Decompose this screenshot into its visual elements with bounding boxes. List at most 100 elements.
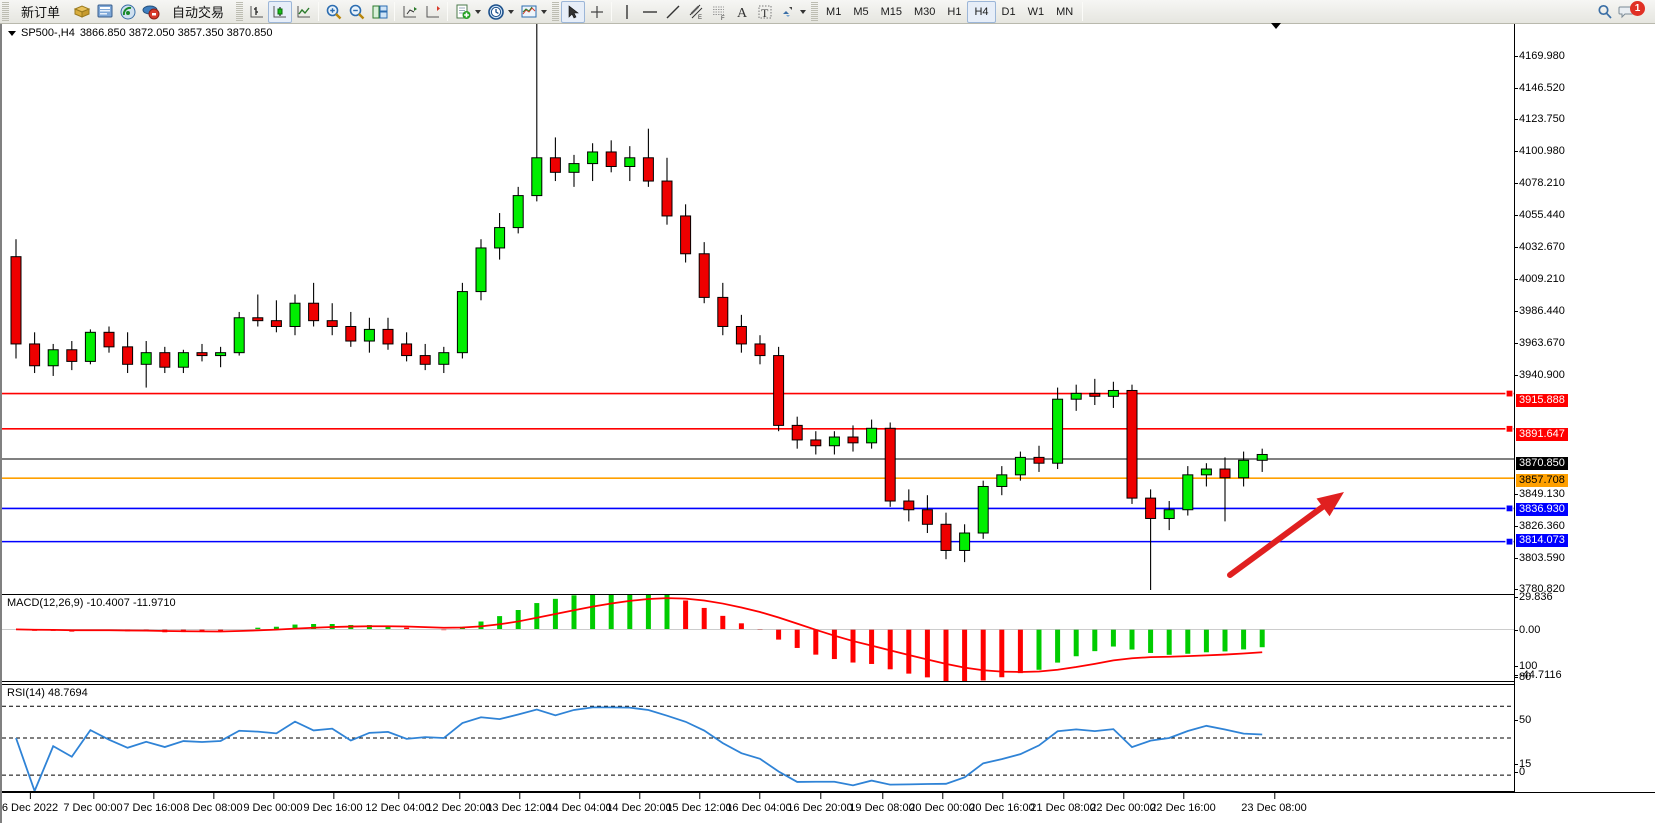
toolbar-grip-3[interactable] [552, 2, 560, 21]
axis-tick-label: 15 [1514, 758, 1532, 770]
svg-text:T: T [761, 6, 769, 20]
toolbar-grip-2[interactable] [236, 2, 244, 21]
price-pane[interactable] [2, 24, 1514, 590]
toolbar-separator-2 [394, 2, 396, 21]
fibonacci-icon[interactable]: F [707, 1, 730, 23]
toolbar-grip-4[interactable] [811, 2, 819, 21]
signal-icon[interactable] [116, 1, 139, 23]
templates-dropdown-caret[interactable] [475, 9, 482, 14]
autotrading-icon[interactable] [139, 1, 162, 23]
axis-tick-label: 3803.590 [1515, 552, 1565, 564]
price-level-badge-blue[interactable]: 3836.930 [1516, 503, 1568, 516]
timeframe-mn[interactable]: MN [1056, 5, 1074, 18]
candlestick-chart-icon[interactable] [268, 0, 293, 23]
chart-window[interactable]: SP500-,H4 3866.850 3872.050 3857.350 387… [0, 23, 1655, 823]
axis-tick-label: 0.00 [1514, 624, 1541, 636]
time-axis[interactable]: 6 Dec 2022 7 Dec 00:00 7 Dec 16:00 8 Dec 08… [2, 792, 1655, 823]
axis-tick-label: -44.7116 [1515, 669, 1562, 681]
time-tick-label: 7 Dec 00:00 [63, 793, 123, 814]
time-tick-label: 16 Dec 04:00 [726, 793, 792, 814]
axis-tick-label: 4146.520 [1515, 82, 1565, 94]
objects-icon[interactable] [517, 1, 540, 23]
axis-tick-label: 4032.670 [1515, 241, 1565, 253]
rsi-label: RSI(14) 48.7694 [7, 687, 88, 699]
timeframe-h1[interactable]: H1 [947, 5, 962, 18]
chart-menu-caret-icon[interactable] [8, 30, 16, 36]
templates-icon[interactable] [451, 1, 474, 23]
time-tick-label: 7 Dec 16:00 [123, 793, 183, 814]
timeframe-m30[interactable]: M30 [914, 5, 936, 18]
shapes-dropdown-caret[interactable] [800, 9, 807, 14]
text-icon[interactable]: A [730, 1, 753, 23]
time-tick-label: 9 Dec 00:00 [243, 793, 303, 814]
data-window-icon[interactable] [398, 1, 421, 23]
timeframe-m15[interactable]: M15 [880, 5, 902, 18]
rsi-pane[interactable]: RSI(14) 48.7694 [2, 684, 1514, 792]
price-level-badge-blue[interactable]: 3814.073 [1516, 534, 1568, 547]
profile-icon[interactable] [70, 1, 93, 23]
time-tick-label: 6 Dec 2022 [2, 793, 58, 814]
toolbar-separator-5 [1082, 2, 1084, 21]
alerts-icon[interactable]: 1 [1616, 0, 1655, 23]
shapes-icon[interactable] [776, 1, 799, 23]
time-tick-label: 22 Dec 16:00 [1150, 793, 1216, 814]
price-level-badge-orange[interactable]: 3857.708 [1516, 474, 1568, 487]
search-icon[interactable] [1593, 1, 1616, 23]
bar-chart-icon[interactable] [245, 1, 268, 23]
toolbar-separator-3 [447, 2, 449, 21]
time-tick-label: 20 Dec 16:00 [969, 793, 1035, 814]
price-level-badge-black[interactable]: 3870.850 [1516, 457, 1568, 470]
period-icon[interactable] [484, 1, 507, 23]
macd-pane[interactable]: MACD(12,26,9) -10.4007 -11.9710 [2, 594, 1514, 682]
autotrading-label: 自动交易 [172, 5, 225, 20]
trendline-icon[interactable] [661, 1, 684, 23]
vline-icon[interactable] [615, 1, 638, 23]
toolbar-separator-1 [318, 2, 320, 21]
notification-badge: 1 [1630, 0, 1645, 16]
svg-text:A: A [737, 6, 748, 21]
time-tick-label: 22 Dec 00:00 [1090, 793, 1156, 814]
autotrading-button[interactable]: 自动交易 [162, 1, 234, 23]
new-order-button[interactable]: 新订单 [11, 1, 70, 23]
chart-scroll-handle[interactable] [1271, 23, 1281, 29]
axis-tick-label: 3849.130 [1515, 488, 1565, 500]
axis-tick-label: 80 [1514, 671, 1532, 683]
indicators-icon[interactable] [421, 1, 444, 23]
zoom-out-icon[interactable] [345, 1, 368, 23]
time-tick-label: 21 Dec 08:00 [1030, 793, 1096, 814]
timeframe-m1[interactable]: M1 [826, 5, 842, 18]
terminal-icon[interactable] [93, 1, 116, 23]
tile-windows-icon[interactable] [368, 1, 391, 23]
time-tick-label: 19 Dec 08:00 [849, 793, 915, 814]
time-tick-label: 14 Dec 20:00 [606, 793, 672, 814]
price-level-badge-red[interactable]: 3915.888 [1516, 394, 1568, 407]
timeframe-d1[interactable]: D1 [1001, 5, 1016, 18]
axis-tick-label: 0 [1514, 766, 1526, 778]
time-tick-label: 9 Dec 16:00 [303, 793, 363, 814]
arrow-annotation[interactable] [1227, 492, 1344, 578]
price-level-badge-red[interactable]: 3891.647 [1516, 428, 1568, 441]
period-dropdown-caret[interactable] [508, 9, 515, 14]
label-icon[interactable]: T [753, 1, 776, 23]
hline-icon[interactable] [638, 1, 661, 23]
cursor-icon[interactable] [561, 0, 586, 23]
axis-tick-label: 4123.750 [1515, 113, 1565, 125]
objects-dropdown-caret[interactable] [541, 9, 548, 14]
time-tick-label: 12 Dec 04:00 [365, 793, 431, 814]
timeframe-w1[interactable]: W1 [1027, 5, 1045, 18]
timeframe-h4[interactable]: H4 [967, 0, 996, 23]
line-chart-icon[interactable] [292, 1, 315, 23]
price-axis[interactable]: 4169.980 4146.520 4123.750 4100.980 4078.210… [1514, 24, 1655, 792]
toolbar-grip[interactable] [2, 2, 9, 21]
equidistant-channel-icon[interactable]: E [684, 1, 707, 23]
zoom-in-icon[interactable] [322, 1, 345, 23]
time-tick-label: 12 Dec 20:00 [426, 793, 492, 814]
axis-tick-label: 4078.210 [1515, 177, 1565, 189]
macd-plot [2, 595, 1514, 681]
time-tick-label: 20 Dec 00:00 [909, 793, 975, 814]
time-tick-label: 15 Dec 12:00 [666, 793, 732, 814]
new-order-label: 新订单 [21, 5, 61, 20]
timeframe-m5[interactable]: M5 [853, 5, 869, 18]
axis-tick-label: 3826.360 [1515, 520, 1565, 532]
crosshair-icon[interactable] [585, 1, 608, 23]
